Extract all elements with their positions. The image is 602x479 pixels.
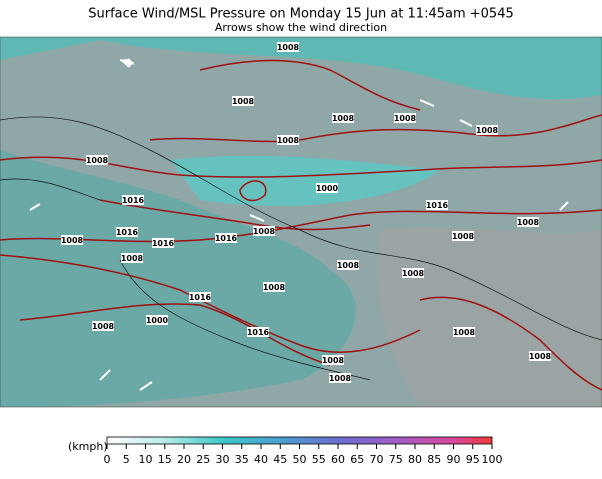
- tick-label: 40: [254, 453, 268, 466]
- isobar-label: 1016: [215, 234, 238, 243]
- isobar-label-box: [452, 231, 474, 241]
- isobar-label-box: [337, 260, 359, 270]
- isobar-label-box: [116, 227, 138, 237]
- isobar-label: 1000: [146, 316, 169, 325]
- tick-label: 25: [196, 453, 210, 466]
- borders: [0, 116, 602, 381]
- tick-label: 45: [273, 453, 287, 466]
- isobar-label: 1008: [61, 236, 84, 245]
- isobar-label: 1008: [402, 269, 425, 278]
- isobar-label: 1016: [247, 328, 270, 337]
- tick-label: 15: [158, 453, 172, 466]
- tick-label: 20: [177, 453, 191, 466]
- isobar-label: 1016: [189, 293, 212, 302]
- wind-area: [170, 155, 440, 206]
- isobar-label-box: [61, 235, 83, 245]
- isobar-label-box: [152, 238, 174, 248]
- isobar-label-box: [146, 315, 168, 325]
- isobar-label: 1008: [529, 352, 552, 361]
- colorbar: [106, 436, 493, 445]
- isobar-label-box: [86, 155, 108, 165]
- tick-label: 0: [104, 453, 111, 466]
- isobar-label: 1008: [337, 261, 360, 270]
- tick-label: 60: [331, 453, 345, 466]
- isobar-label: 1008: [476, 126, 499, 135]
- isobar-label: 1016: [122, 196, 145, 205]
- tick-label: 10: [139, 453, 153, 466]
- isobar-label-box: [263, 282, 285, 292]
- legend-unit: (kmph): [68, 440, 108, 453]
- isobar-label-box: [277, 135, 299, 145]
- isobar-label: 1008: [452, 232, 475, 241]
- isobar-label: 1008: [92, 322, 115, 331]
- isobar-label-box: [322, 355, 344, 365]
- tick-label: 80: [408, 453, 422, 466]
- isobar-label-box: [316, 183, 338, 193]
- wind-arrows: [29, 58, 569, 391]
- isobar-label: 1008: [263, 283, 286, 292]
- isobar-label: 1008: [332, 114, 355, 123]
- tick-label: 5: [123, 453, 130, 466]
- isobar-label-box: [247, 327, 269, 337]
- isobar-label: 1008: [329, 374, 352, 383]
- isobar-label-box: [476, 125, 498, 135]
- isobar-label-box: [329, 373, 351, 383]
- wind-area: [0, 37, 602, 100]
- isobar-label-box: [529, 351, 551, 361]
- isobar-label: 1016: [116, 228, 139, 237]
- tick-label: 95: [466, 453, 480, 466]
- isobar-label-box: [517, 217, 539, 227]
- isobar-label: 1008: [394, 114, 417, 123]
- isobar-label: 1008: [277, 136, 300, 145]
- wind-area: [0, 150, 356, 407]
- isobar-label-box: [332, 113, 354, 123]
- isobar-label-box: [121, 253, 143, 263]
- isobar-label: 1008: [86, 156, 109, 165]
- title: Surface Wind/MSL Pressure on Monday 15 J…: [88, 7, 514, 22]
- isobar-label-box: [277, 42, 299, 52]
- map: 1008 1008 1008 1008 1008 1008 1000 1016 1016 1008…: [0, 36, 602, 408]
- isobar-label-box: [426, 200, 448, 210]
- tick-label: 55: [312, 453, 326, 466]
- isobar-label: 1008: [253, 227, 276, 236]
- isobar-label: 1008: [121, 254, 144, 263]
- isobar-label-box: [215, 233, 237, 243]
- isobar-label: 1008: [517, 218, 540, 227]
- isobar-label: 1008: [232, 97, 255, 106]
- tick-label: 100: [482, 453, 503, 466]
- tick-label: 35: [235, 453, 249, 466]
- isobar-label-box: [92, 321, 114, 331]
- isobar-label: 1016: [426, 201, 449, 210]
- tick-label: 65: [350, 453, 364, 466]
- terrain-area: [377, 227, 602, 407]
- isobar-label-box: [402, 268, 424, 278]
- isobar-label: 1016: [152, 239, 175, 248]
- isobar-label: 1008: [277, 43, 300, 52]
- isobar-label-box: [253, 226, 275, 236]
- isobar-label-box: [394, 113, 416, 123]
- isobar-label: 1008: [322, 356, 345, 365]
- subtitle: Arrows show the wind direction: [215, 21, 387, 34]
- tick-label: 90: [447, 453, 461, 466]
- isobar-label-box: [189, 292, 211, 302]
- isobar-label-box: [122, 195, 144, 205]
- tick-label: 30: [216, 453, 230, 466]
- tick-label: 85: [427, 453, 441, 466]
- isobar-label-box: [453, 327, 475, 337]
- isobar-label-box: [232, 96, 254, 106]
- tick-label: 70: [370, 453, 384, 466]
- isobar-label: 1008: [453, 328, 476, 337]
- isobar-label: 1000: [316, 184, 339, 193]
- tick-label: 50: [293, 453, 307, 466]
- tick-label: 75: [389, 453, 403, 466]
